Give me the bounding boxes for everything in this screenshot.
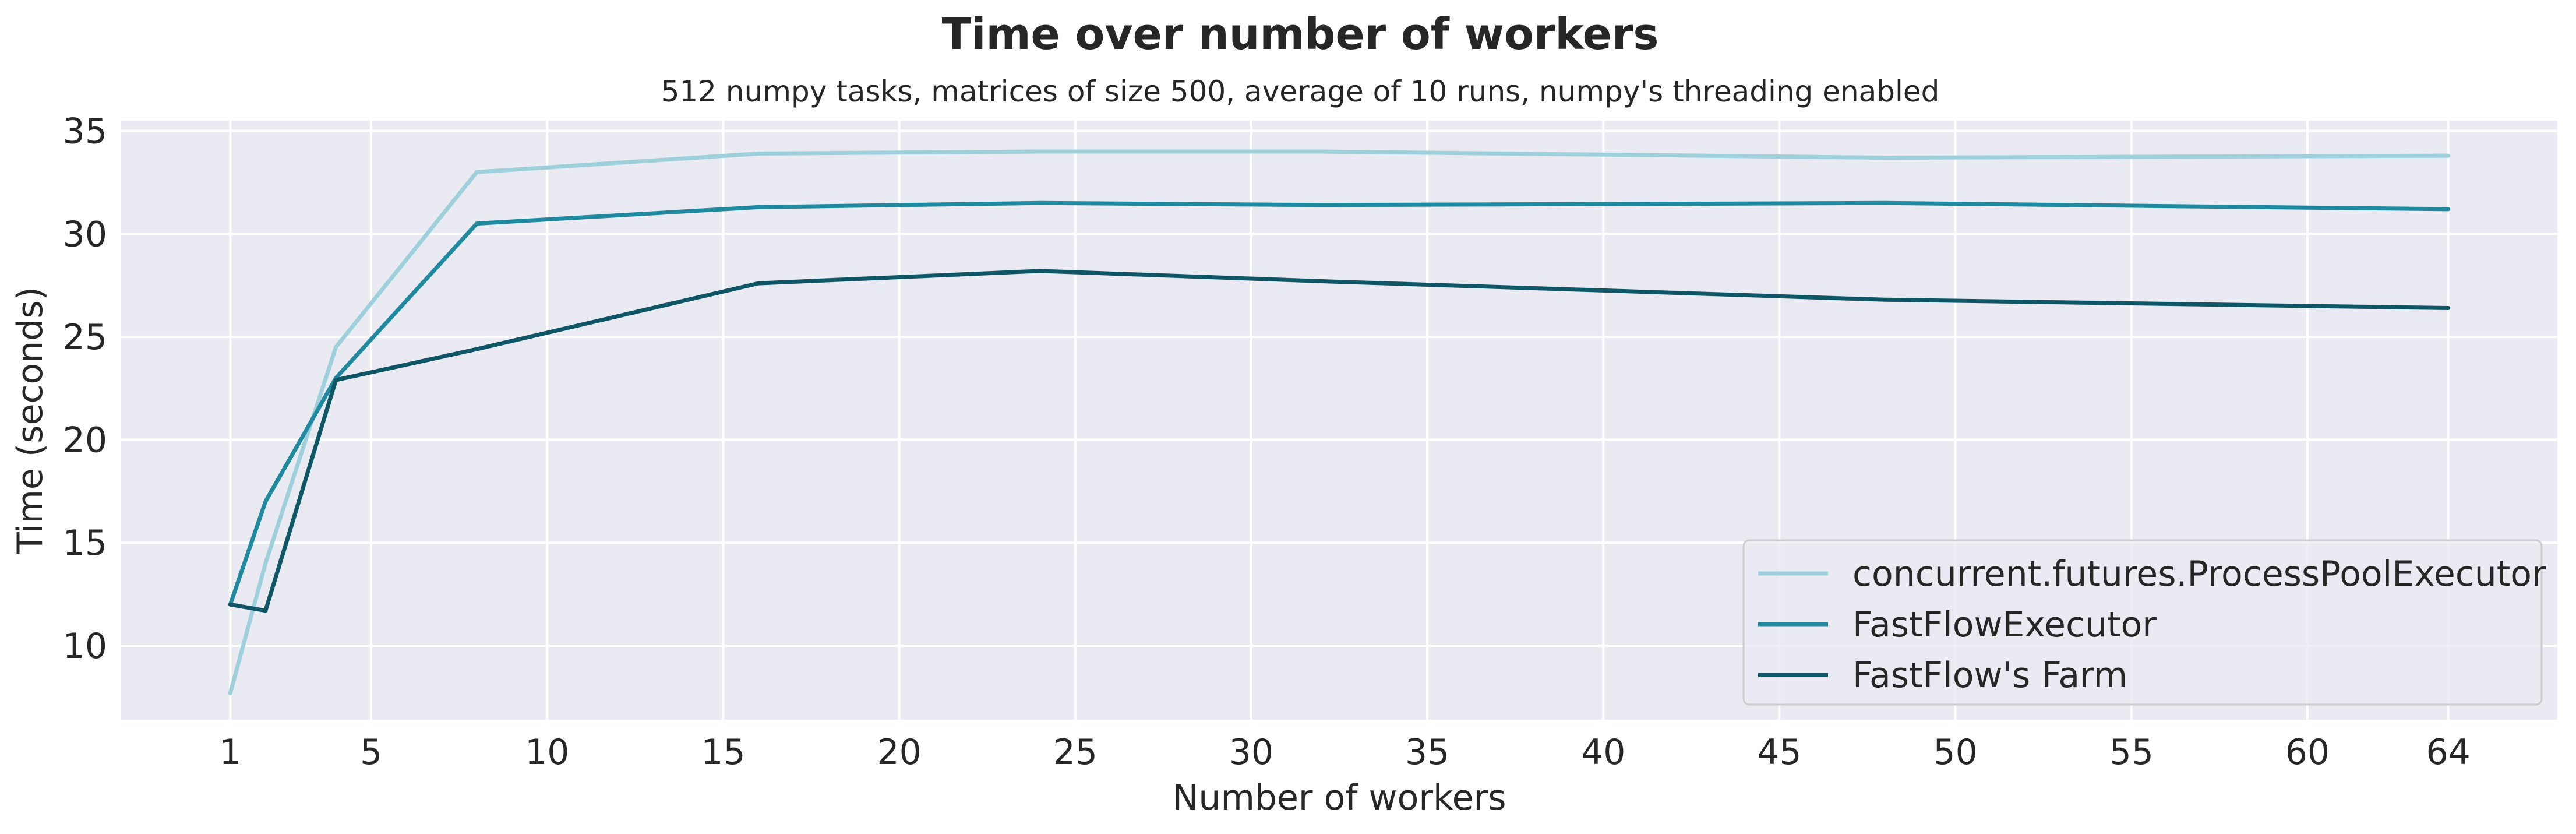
series-line-1 [228,149,2451,695]
legend-label: FastFlowExecutor [1852,604,2157,645]
y-tick-label: 15 [63,523,107,564]
y-axis-label: Time (seconds) [10,287,51,554]
x-tick-labels: 1 5 10 15 20 25 30 35 40 45 50 55 60 64 [219,732,2471,773]
x-tick-label: 40 [1581,732,1625,773]
legend-box [1742,539,2543,706]
legend-items: concurrent.futures.ProcessPoolExecutor Fa… [1758,554,2546,696]
x-tick-label: 45 [1757,732,1801,773]
x-axis-label: Number of workers [1173,777,1506,818]
y-tick-label: 25 [63,317,107,358]
x-tick-label: 35 [1405,732,1449,773]
series-line-3 [228,269,2451,613]
x-tick-label: 1 [219,732,241,773]
x-tick-label: 10 [525,732,569,773]
y-tick-label: 30 [63,214,107,255]
x-tick-label: 5 [360,732,382,773]
x-tick-label: 30 [1229,732,1273,773]
x-tick-label: 60 [2285,732,2330,773]
y-tick-label: 20 [63,420,107,461]
x-tick-label: 20 [877,732,921,773]
y-tick-labels: 10 15 20 25 30 35 [63,111,107,667]
legend-label: concurrent.futures.ProcessPoolExecutor [1852,554,2546,594]
x-tick-label: 25 [1053,732,1098,773]
x-tick-label: 15 [701,732,745,773]
legend: concurrent.futures.ProcessPoolExecutor Fa… [1742,539,2546,706]
chart-subtitle: 512 numpy tasks, matrices of size 500, a… [661,75,1940,108]
y-tick-label: 10 [63,626,107,667]
x-tick-label: 55 [2109,732,2154,773]
chart-title: Time over number of workers [942,9,1659,59]
series-line-2 [228,200,2451,607]
x-tick-label: 50 [1933,732,1977,773]
series-lines [228,149,2451,695]
legend-label: FastFlow's Farm [1852,655,2127,696]
x-tick-label: 64 [2426,732,2470,773]
y-tick-label: 35 [63,111,107,152]
